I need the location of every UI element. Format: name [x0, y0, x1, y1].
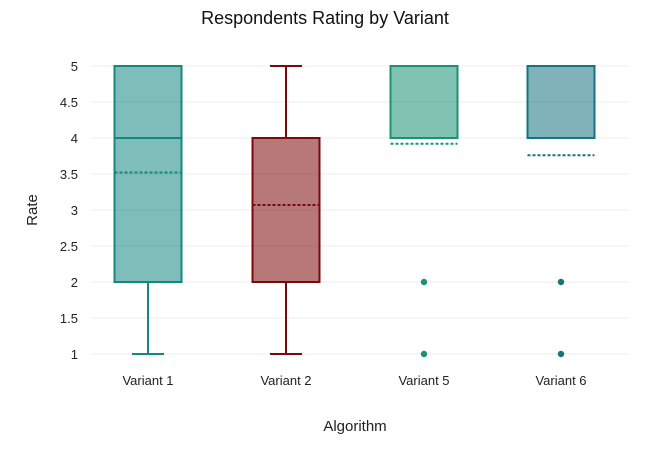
outlier-point [420, 350, 428, 358]
outlier-point [557, 278, 565, 286]
box-body [526, 65, 596, 139]
outlier-point [420, 278, 428, 286]
y-tick-label: 4 [71, 131, 78, 146]
x-tick-label: Variant 2 [260, 373, 311, 388]
box-body [113, 65, 183, 283]
y-tick-label: 1.5 [60, 311, 78, 326]
box-body [389, 65, 459, 139]
y-tick-label: 2.5 [60, 239, 78, 254]
y-tick-label: 4.5 [60, 95, 78, 110]
y-tick-label: 2 [71, 275, 78, 290]
y-tick-label: 3.5 [60, 167, 78, 182]
x-tick-label: Variant 1 [122, 373, 173, 388]
y-tick-label: 3 [71, 203, 78, 218]
box-body [251, 137, 321, 283]
y-tick-label: 1 [71, 347, 78, 362]
x-axis-title: Algorithm [323, 418, 386, 435]
y-axis-title: Rate [24, 194, 41, 226]
x-tick-label: Variant 5 [398, 373, 449, 388]
outlier-point [557, 350, 565, 358]
y-tick-label: 5 [71, 59, 78, 74]
chart-title: Respondents Rating by Variant [201, 8, 449, 28]
x-tick-label: Variant 6 [535, 373, 586, 388]
